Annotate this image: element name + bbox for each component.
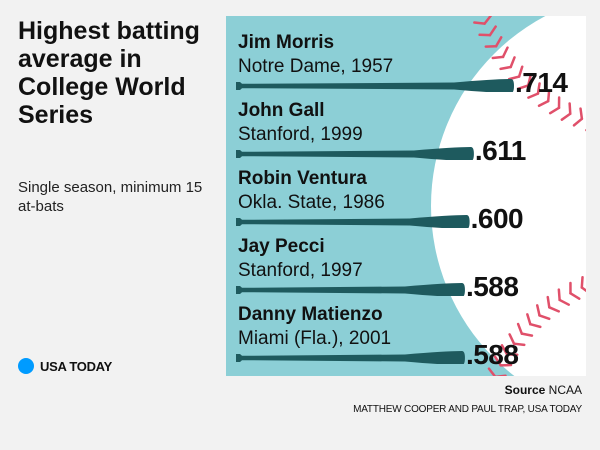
value-label: .714 <box>515 67 568 98</box>
bat-bar-container <box>236 79 514 92</box>
player-name: Jay Pecci <box>238 236 325 257</box>
source-note: Source NCAA <box>505 383 582 397</box>
logo-text: USA TODAY <box>40 358 112 374</box>
chart-panel: Jim Morris Notre Dame, 1957 .714 John Gall S… <box>226 16 586 376</box>
player-name: John Gall <box>238 100 325 121</box>
value-label: .588 <box>465 339 519 370</box>
chart-row: John Gall Stanford, 1999 .611 <box>226 90 586 166</box>
bat-bar-container <box>236 147 474 160</box>
source-label: Source <box>504 383 546 397</box>
chart-row: Danny Matienzo Miami (Fla.), 2001 .588 <box>226 294 586 370</box>
player-detail: Miami (Fla.), 2001 <box>238 328 392 349</box>
player-name: Jim Morris <box>238 32 335 53</box>
baseball-seam-bottom <box>487 275 586 376</box>
bat-bar-container <box>236 283 465 296</box>
bat-bar <box>236 215 470 228</box>
chart-row: Jim Morris Notre Dame, 1957 .714 <box>226 22 586 98</box>
chart-row: Robin Ventura Okla. State, 1986 .600 <box>226 158 586 234</box>
chart-title: Highest batting average in College World… <box>18 17 200 129</box>
chart-row: Jay Pecci Stanford, 1997 .588 <box>226 226 586 302</box>
player-detail: Stanford, 1999 <box>238 124 363 145</box>
player-detail: Stanford, 1997 <box>238 260 363 281</box>
logo-dot-icon <box>18 358 34 374</box>
value-label: .600 <box>470 203 524 234</box>
player-detail: Okla. State, 1986 <box>238 192 385 213</box>
source-value: NCAA <box>548 383 582 397</box>
bat-bar-container <box>236 215 470 228</box>
player-detail: Notre Dame, 1957 <box>238 56 394 77</box>
credit-line: MATTHEW COOPER AND PAUL TRAP, USA TODAY <box>353 404 582 415</box>
value-label: .588 <box>465 271 519 302</box>
bat-bar <box>236 147 474 160</box>
baseball-body <box>431 16 586 376</box>
bat-bar <box>236 283 465 296</box>
player-name: Danny Matienzo <box>238 304 383 325</box>
bat-bar <box>236 79 514 92</box>
bat-bar <box>236 351 465 364</box>
chart-subtitle: Single season, minimum 15 at-bats <box>18 179 203 215</box>
value-label: .611 <box>474 135 526 166</box>
bat-bar-container <box>236 351 465 364</box>
baseball-seam-top <box>473 16 586 132</box>
player-name: Robin Ventura <box>238 168 367 189</box>
usa-today-logo: USA TODAY <box>18 358 112 374</box>
baseball-graphic <box>431 16 586 376</box>
